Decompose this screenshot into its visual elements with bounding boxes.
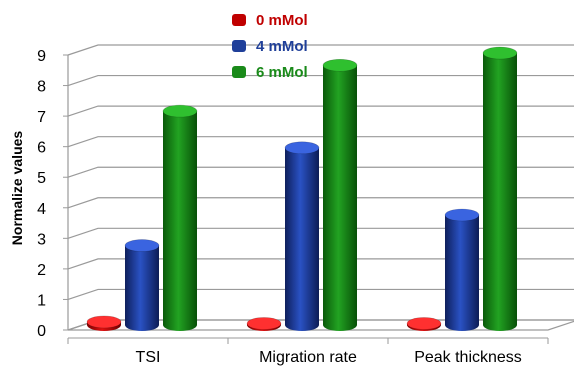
- gridline: [67, 258, 574, 270]
- y-axis-label: Normalize values: [9, 131, 25, 246]
- y-tick-label: 0: [37, 323, 46, 340]
- gridline: [67, 74, 574, 87]
- bars: [86, 46, 518, 332]
- y-tick-label: 3: [37, 231, 46, 248]
- bar-blue-cylinder: [284, 141, 320, 331]
- bar-green-cylinder: [162, 104, 198, 331]
- y-tick-label: 2: [37, 262, 46, 279]
- gridline: [67, 44, 574, 56]
- gridline: [67, 136, 574, 148]
- legend-label: 6 mMol: [256, 64, 308, 81]
- x-category-label: Migration rate: [259, 349, 357, 366]
- y-tick-label: 8: [37, 79, 46, 96]
- gridline: [67, 166, 574, 178]
- legend-item: 6 mMol: [232, 64, 308, 81]
- gridline: [67, 105, 574, 117]
- legend-swatch: [232, 40, 246, 52]
- y-tick-label: 5: [37, 170, 46, 187]
- bar-green-cylinder: [482, 46, 518, 332]
- y-tick-label: 6: [37, 140, 46, 157]
- y-tick-label: 9: [37, 48, 46, 65]
- legend-label: 0 mMol: [256, 12, 308, 29]
- legend-swatch: [232, 14, 246, 26]
- bar-green-cylinder: [322, 58, 358, 332]
- y-tick-label: 1: [37, 292, 46, 309]
- bar-blue-cylinder: [444, 208, 480, 331]
- legend: 0 mMol 4 mMol 6 mMol: [232, 12, 308, 81]
- x-category-label: Peak thickness: [414, 349, 522, 366]
- gridline: [67, 288, 574, 301]
- x-category-label: TSI: [136, 349, 161, 366]
- gridline: [67, 227, 574, 239]
- bar-red-cylinder: [406, 317, 442, 331]
- y-axis-ticks: 0 1 2 3 4 5 6 7 8 9: [37, 48, 68, 340]
- legend-label: 4 mMol: [256, 38, 308, 55]
- legend-item: 4 mMol: [232, 38, 308, 55]
- bar-blue-cylinder: [124, 239, 160, 331]
- y-tick-label: 4: [37, 201, 46, 218]
- legend-item: 0 mMol: [232, 12, 308, 29]
- bar-red-cylinder: [246, 317, 282, 331]
- gridline: [67, 197, 574, 209]
- legend-swatch: [232, 66, 246, 78]
- y-tick-label: 7: [37, 109, 46, 126]
- x-axis-categories: TSI Migration rate Peak thickness: [67, 338, 549, 366]
- bar-red-cylinder: [86, 315, 122, 331]
